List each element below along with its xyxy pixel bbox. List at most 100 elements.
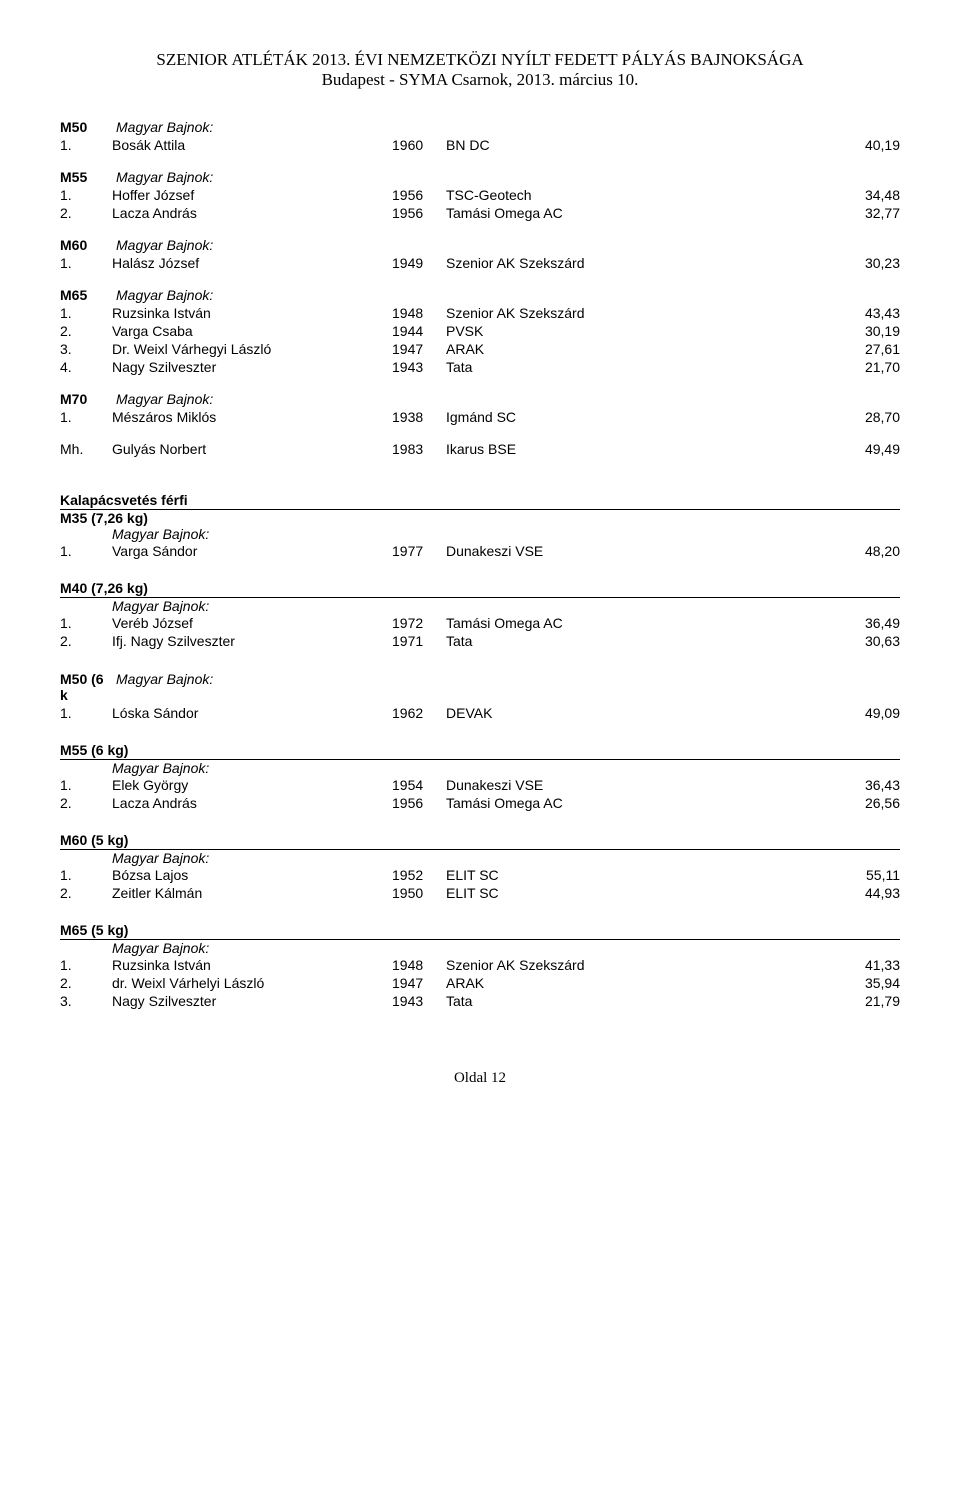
name-cell: Ifj. Nagy Szilveszter xyxy=(112,632,392,650)
group-header-row: M50Magyar Bajnok: xyxy=(60,118,900,136)
club-cell: Tamási Omega AC xyxy=(446,794,716,812)
pos-cell: 1. xyxy=(60,186,112,204)
club-cell: Szenior AK Szekszárd xyxy=(446,304,716,322)
pos-cell: 4. xyxy=(60,358,112,376)
group-label: M70 xyxy=(60,391,87,407)
year-cell: 1943 xyxy=(392,992,446,1010)
table-row: 1.Hoffer József1956TSC-Geotech34,48 xyxy=(60,186,900,204)
group-header-row: M60Magyar Bajnok: xyxy=(60,236,900,254)
mark-cell: 40,19 xyxy=(716,136,900,154)
club-cell: BN DC xyxy=(446,136,716,154)
table-row: 1.Ruzsinka István1948Szenior AK Szekszár… xyxy=(60,304,900,322)
mark-cell: 49,09 xyxy=(716,704,900,722)
results-table: M60Magyar Bajnok:1.Halász József1949Szen… xyxy=(60,236,900,272)
table-row: 3.Nagy Szilveszter1943Tata21,79 xyxy=(60,992,900,1010)
club-cell: DEVAK xyxy=(446,704,716,722)
mark-cell: 30,63 xyxy=(716,632,900,650)
pos-cell: 2. xyxy=(60,322,112,340)
group-label: M55 xyxy=(60,169,87,185)
pos-cell: 1. xyxy=(60,136,112,154)
subgroup-label: M60 (5 kg) xyxy=(60,832,128,848)
table-row: 1.Bózsa Lajos1952ELIT SC55,11 xyxy=(60,866,900,884)
mark-cell: 26,56 xyxy=(716,794,900,812)
table-row: 1.Ruzsinka István1948Szenior AK Szekszár… xyxy=(60,956,900,974)
table-row: 3.Dr. Weixl Várhegyi László1947ARAK27,61 xyxy=(60,340,900,358)
table-row: 2.dr. Weixl Várhelyi László1947ARAK35,94 xyxy=(60,974,900,992)
pos-cell: Mh. xyxy=(60,440,112,458)
name-cell: Nagy Szilveszter xyxy=(112,358,392,376)
club-cell: Tamási Omega AC xyxy=(446,614,716,632)
club-cell: PVSK xyxy=(446,322,716,340)
section-subgroups: M40 (7,26 kg)Magyar Bajnok:1.Veréb Józse… xyxy=(60,580,900,1010)
group-header-row: M50 (6 kMagyar Bajnok: xyxy=(60,670,900,704)
group-label: M65 xyxy=(60,287,87,303)
pos-cell: 1. xyxy=(60,304,112,322)
table-row: 1.Varga Sándor1977Dunakeszi VSE48,20 xyxy=(60,542,900,560)
table-row: 1.Veréb József1972Tamási Omega AC36,49 xyxy=(60,614,900,632)
year-cell: 1950 xyxy=(392,884,446,902)
pos-cell: 1. xyxy=(60,408,112,426)
subgroup-note: Magyar Bajnok: xyxy=(112,940,900,956)
mark-cell: 41,33 xyxy=(716,956,900,974)
subgroup-note: Magyar Bajnok: xyxy=(112,850,900,866)
mark-cell: 48,20 xyxy=(716,542,900,560)
mark-cell: 30,19 xyxy=(716,322,900,340)
name-cell: Lacza András xyxy=(112,204,392,222)
name-cell: Hoffer József xyxy=(112,186,392,204)
name-cell: Nagy Szilveszter xyxy=(112,992,392,1010)
club-cell: ARAK xyxy=(446,340,716,358)
table-row: 2.Zeitler Kálmán1950ELIT SC44,93 xyxy=(60,884,900,902)
club-cell: Dunakeszi VSE xyxy=(446,776,716,794)
pos-cell: 2. xyxy=(60,632,112,650)
mark-cell: 34,48 xyxy=(716,186,900,204)
pos-cell: 1. xyxy=(60,866,112,884)
pos-cell: 1. xyxy=(60,776,112,794)
club-cell: Dunakeszi VSE xyxy=(446,542,716,560)
group-note: Magyar Bajnok: xyxy=(116,287,213,303)
name-cell: Bosák Attila xyxy=(112,136,392,154)
subgroup-note: Magyar Bajnok: xyxy=(112,526,900,542)
year-cell: 1938 xyxy=(392,408,446,426)
club-cell: ELIT SC xyxy=(446,884,716,902)
club-cell: Tamási Omega AC xyxy=(446,204,716,222)
table-row: 1.Halász József1949Szenior AK Szekszárd3… xyxy=(60,254,900,272)
year-cell: 1972 xyxy=(392,614,446,632)
group-label: M50 (6 k xyxy=(60,671,104,703)
club-cell: ARAK xyxy=(446,974,716,992)
table-row: 1.Lóska Sándor1962DEVAK49,09 xyxy=(60,704,900,722)
name-cell: Lóska Sándor xyxy=(112,704,392,722)
pos-cell: 1. xyxy=(60,254,112,272)
mark-cell: 44,93 xyxy=(716,884,900,902)
club-cell: Igmánd SC xyxy=(446,408,716,426)
group-note: Magyar Bajnok: xyxy=(116,119,213,135)
mark-cell: 30,23 xyxy=(716,254,900,272)
name-cell: Ruzsinka István xyxy=(112,956,392,974)
result-subgroup: M60 (5 kg) Magyar Bajnok:1.Bózsa Lajos195… xyxy=(60,832,900,902)
year-cell: 1960 xyxy=(392,136,446,154)
year-cell: 1947 xyxy=(392,340,446,358)
name-cell: Lacza András xyxy=(112,794,392,812)
pos-cell: 3. xyxy=(60,992,112,1010)
pos-cell: 2. xyxy=(60,794,112,812)
subgroup-note: Magyar Bajnok: xyxy=(112,760,900,776)
section-title: Kalapácsvetés férfi xyxy=(60,492,900,510)
results-table: M55 Magyar Bajnok:1.Hoffer József1956TSC-… xyxy=(60,168,900,222)
year-cell: 1948 xyxy=(392,304,446,322)
table-row: 2.Lacza András1956Tamási Omega AC26,56 xyxy=(60,794,900,812)
mark-cell: 27,61 xyxy=(716,340,900,358)
table-row: Mh. Gulyás Norbert 1983 Ikarus BSE 49,49 xyxy=(60,440,900,458)
name-cell: Elek György xyxy=(112,776,392,794)
name-cell: Mészáros Miklós xyxy=(112,408,392,426)
club-cell: ELIT SC xyxy=(446,866,716,884)
mark-cell: 36,49 xyxy=(716,614,900,632)
group-note: Magyar Bajnok: xyxy=(116,391,213,407)
club-cell: Tata xyxy=(446,992,716,1010)
name-cell: Gulyás Norbert xyxy=(112,440,392,458)
pos-cell: 1. xyxy=(60,542,112,560)
year-cell: 1983 xyxy=(392,440,446,458)
group-note: Magyar Bajnok: xyxy=(116,169,213,185)
mark-cell: 43,43 xyxy=(716,304,900,322)
year-cell: 1943 xyxy=(392,358,446,376)
page-footer: Oldal 12 xyxy=(60,1070,900,1087)
mark-cell: 21,70 xyxy=(716,358,900,376)
